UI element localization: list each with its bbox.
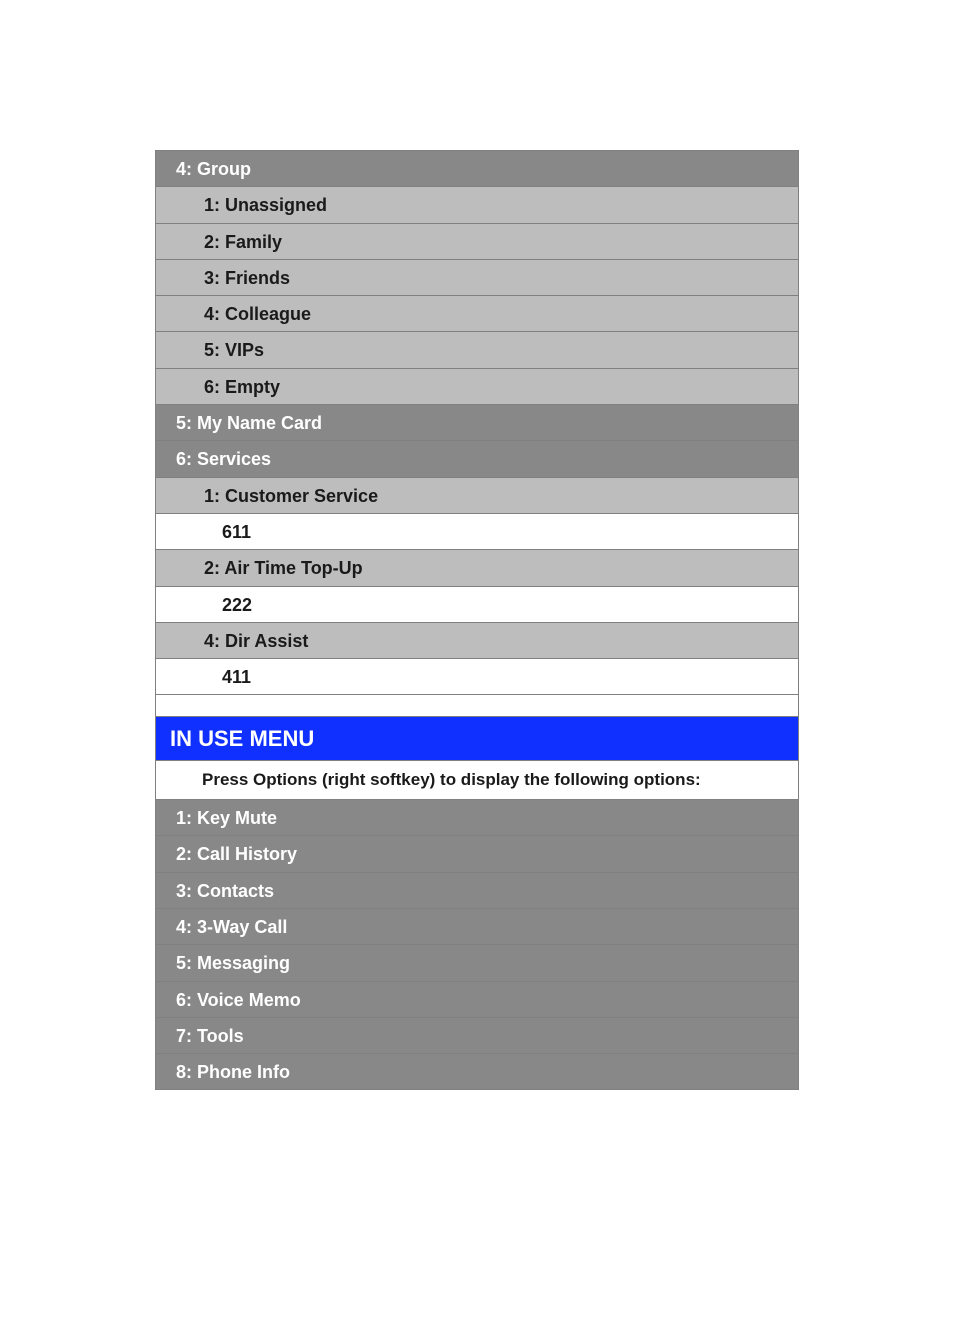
in-use-menu-header-row: IN USE MENU bbox=[156, 717, 799, 761]
group-item-row: 3: Friends bbox=[156, 259, 799, 295]
service-label: 4: Dir Assist bbox=[156, 622, 799, 658]
group-item: 5: VIPs bbox=[156, 332, 799, 368]
group-item: 3: Friends bbox=[156, 259, 799, 295]
in-use-item: 7: Tools bbox=[156, 1017, 799, 1053]
group-header-row: 4: Group bbox=[156, 151, 799, 187]
spacer-row bbox=[156, 695, 799, 717]
services-header: 6: Services bbox=[156, 441, 799, 477]
instruction-row: Press Options (right softkey) to display… bbox=[156, 761, 799, 800]
in-use-item: 6: Voice Memo bbox=[156, 981, 799, 1017]
page-container: 4: Group 1: Unassigned 2: Family 3: Frie… bbox=[0, 0, 954, 1090]
group-item-row: 6: Empty bbox=[156, 368, 799, 404]
in-use-item-row: 3: Contacts bbox=[156, 872, 799, 908]
service-value-row: 411 bbox=[156, 659, 799, 695]
group-item-row: 2: Family bbox=[156, 223, 799, 259]
menu-table: 4: Group 1: Unassigned 2: Family 3: Frie… bbox=[155, 150, 799, 1090]
in-use-item-row: 5: Messaging bbox=[156, 945, 799, 981]
in-use-item: 8: Phone Info bbox=[156, 1054, 799, 1090]
group-item: 6: Empty bbox=[156, 368, 799, 404]
service-label: 1: Customer Service bbox=[156, 477, 799, 513]
service-value: 611 bbox=[156, 513, 799, 549]
in-use-menu-title: IN USE MENU bbox=[156, 717, 799, 761]
in-use-item: 2: Call History bbox=[156, 836, 799, 872]
my-name-card-row: 5: My Name Card bbox=[156, 405, 799, 441]
service-label-row: 1: Customer Service bbox=[156, 477, 799, 513]
service-label-row: 2: Air Time Top-Up bbox=[156, 550, 799, 586]
service-label: 2: Air Time Top-Up bbox=[156, 550, 799, 586]
in-use-item-row: 4: 3-Way Call bbox=[156, 908, 799, 944]
in-use-item-row: 2: Call History bbox=[156, 836, 799, 872]
group-item: 4: Colleague bbox=[156, 296, 799, 332]
services-header-row: 6: Services bbox=[156, 441, 799, 477]
group-item: 2: Family bbox=[156, 223, 799, 259]
in-use-item: 1: Key Mute bbox=[156, 800, 799, 836]
in-use-item-row: 7: Tools bbox=[156, 1017, 799, 1053]
service-value: 222 bbox=[156, 586, 799, 622]
in-use-item: 3: Contacts bbox=[156, 872, 799, 908]
group-item-row: 4: Colleague bbox=[156, 296, 799, 332]
in-use-item-row: 6: Voice Memo bbox=[156, 981, 799, 1017]
service-value: 411 bbox=[156, 659, 799, 695]
group-item-row: 1: Unassigned bbox=[156, 187, 799, 223]
my-name-card: 5: My Name Card bbox=[156, 405, 799, 441]
service-value-row: 222 bbox=[156, 586, 799, 622]
in-use-item-row: 8: Phone Info bbox=[156, 1054, 799, 1090]
in-use-item-row: 1: Key Mute bbox=[156, 800, 799, 836]
in-use-item: 4: 3-Way Call bbox=[156, 908, 799, 944]
service-label-row: 4: Dir Assist bbox=[156, 622, 799, 658]
in-use-item: 5: Messaging bbox=[156, 945, 799, 981]
group-item-row: 5: VIPs bbox=[156, 332, 799, 368]
instruction-text: Press Options (right softkey) to display… bbox=[156, 761, 799, 800]
service-value-row: 611 bbox=[156, 513, 799, 549]
group-header: 4: Group bbox=[156, 151, 799, 187]
group-item: 1: Unassigned bbox=[156, 187, 799, 223]
